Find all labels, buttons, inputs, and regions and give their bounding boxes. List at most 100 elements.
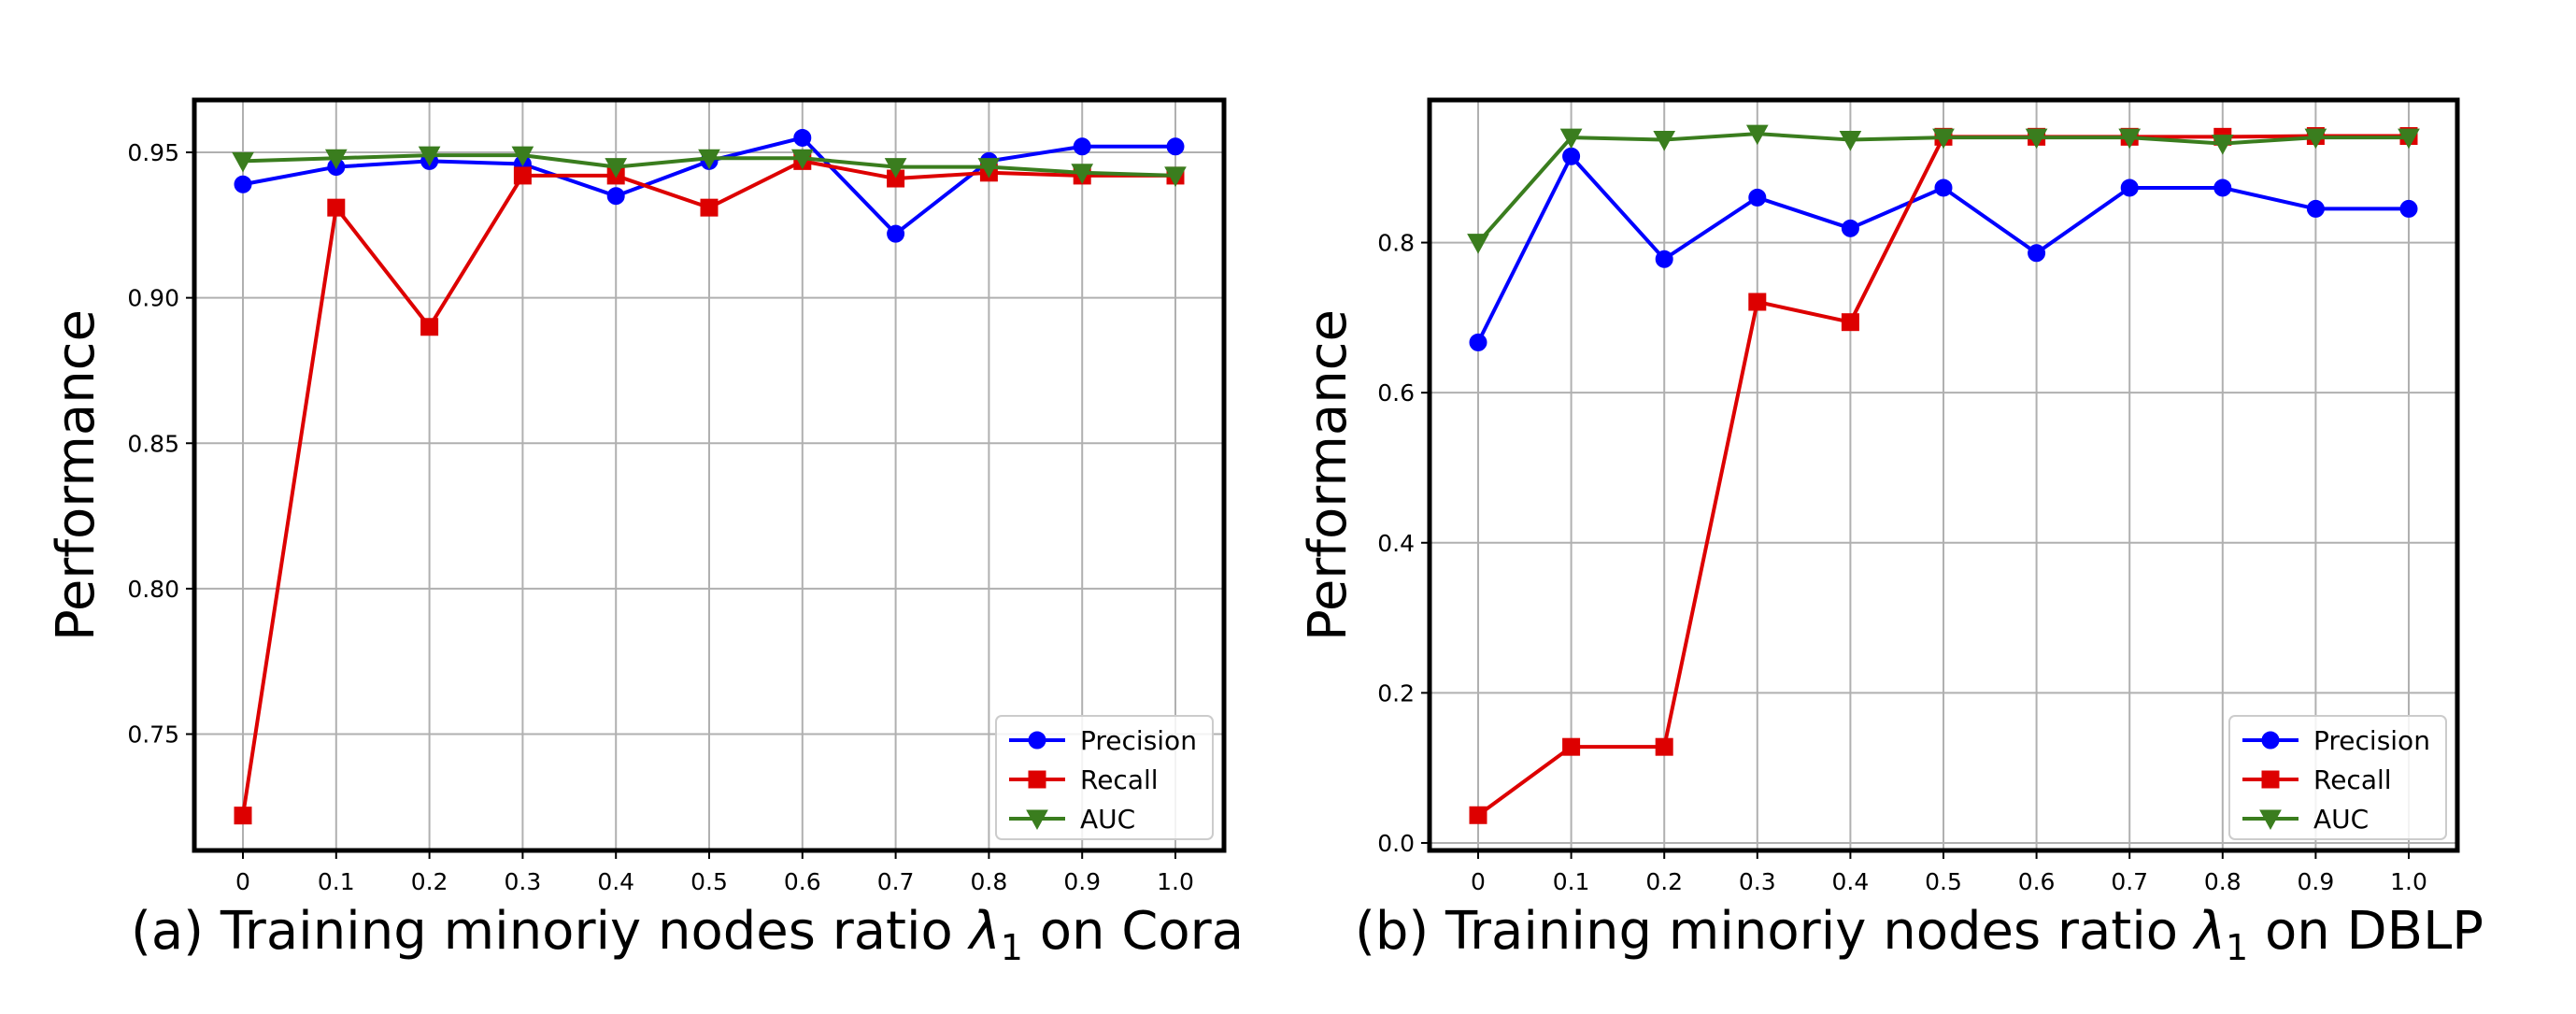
auc-point-b [1653, 131, 1676, 151]
x-tick-label-b: 0 [1471, 868, 1486, 895]
plot-frame-a [192, 97, 1227, 853]
auc-point-b [1467, 234, 1489, 254]
recall-point-b [1562, 737, 1581, 756]
y-tick-label-a: 0.95 [127, 139, 179, 166]
x-tick-label-a: 0.4 [597, 868, 634, 895]
y-tick-label-b: 0.8 [1377, 230, 1415, 257]
recall-point-b [1655, 737, 1673, 756]
x-tick-label-a: 0.2 [411, 868, 448, 895]
caption-a: (a) Training minoriy nodes ratio λ1 on C… [131, 901, 1244, 968]
x-tick-label-b: 0.2 [1645, 868, 1683, 895]
y-axis-label-a: Performance [46, 309, 107, 641]
legend-recall-label-b: Recall [2313, 764, 2392, 795]
auc-point-a [324, 149, 348, 170]
auc-point-b [2025, 128, 2048, 150]
precision-point-b [2028, 244, 2046, 263]
recall-point-a [327, 198, 346, 217]
precision-point-b [2213, 179, 2232, 197]
precision-point-a [1166, 137, 1185, 156]
plot-frame-b [1427, 97, 2460, 853]
legend-precision-label-a: Precision [1080, 725, 1197, 756]
auc-point-a [977, 158, 1001, 179]
x-tick-label-b: 1.0 [2390, 868, 2427, 895]
x-tick-label-a: 0 [235, 868, 250, 895]
legend-auc-marker-b [2259, 809, 2282, 831]
x-tick-label-a: 0.7 [877, 868, 915, 895]
recall-point-b [1748, 293, 1767, 311]
legend-box-a [995, 715, 1214, 840]
caption-b-prefix: (b) Training minoriy nodes ratio [1355, 901, 2195, 962]
precision-point-b [2399, 199, 2418, 218]
auc-point-b [2398, 128, 2420, 150]
auc-point-a [418, 146, 441, 167]
precision-point-a [606, 187, 625, 206]
auc-point-a [232, 151, 254, 173]
x-tick-label-a: 0.9 [1063, 868, 1101, 895]
precision-point-b [2120, 179, 2139, 197]
legend-box-b [2228, 715, 2447, 840]
x-tick-label-b: 0.3 [1739, 868, 1776, 895]
x-tick-label-b: 0.5 [1925, 868, 1962, 895]
precision-point-a [1073, 137, 1091, 156]
auc-point-b [2211, 135, 2234, 155]
legend-recall-label-a: Recall [1080, 764, 1159, 795]
auc-point-b [1745, 124, 1769, 146]
precision-point-a [887, 224, 905, 243]
legend-recall-marker-b [2261, 770, 2280, 789]
y-axis-label-b: Performance [1298, 309, 1359, 641]
chart-panel-a: 0 0.1 0.2 0.3 0.4 0.5 0.6 0.7 0.8 0.9 1.0 0.75 0.80 0… [46, 97, 1244, 968]
x-tick-label-a: 0.1 [318, 868, 355, 895]
recall-point-b [1841, 313, 1859, 332]
x-tick-label-b: 0.1 [1553, 868, 1590, 895]
y-tick-label-b: 0.6 [1377, 379, 1415, 407]
caption-b-symbol: λ [2192, 901, 2226, 962]
caption-b: (b) Training minoriy nodes ratio λ1 on D… [1355, 901, 2483, 968]
caption-a-suffix: on Cora [1023, 901, 1244, 962]
y-tick-label-a: 0.75 [127, 721, 179, 749]
x-tick-label-a: 0.8 [971, 868, 1008, 895]
legend-recall-marker-a [1028, 770, 1046, 789]
auc-point-a [1071, 164, 1094, 184]
auc-point-a [884, 158, 907, 179]
precision-point-a [234, 175, 252, 193]
grid-b [1430, 100, 2457, 850]
precision-point-b [1562, 147, 1581, 165]
legend-precision-label-b: Precision [2313, 725, 2430, 756]
precision-point-b [1469, 333, 1487, 351]
auc-point-b [1839, 131, 1862, 151]
tick-layer-b: 0 0.1 0.2 0.3 0.4 0.5 0.6 0.7 0.8 0.9 1.0 0.0 0.2 0.4… [1377, 230, 2427, 895]
caption-a-subscript: 1 [1001, 927, 1023, 968]
x-tick-label-b: 0.9 [2298, 868, 2335, 895]
caption-b-suffix: on DBLP [2248, 901, 2483, 962]
x-tick-label-b: 0.8 [2204, 868, 2242, 895]
recall-point-a [513, 166, 532, 185]
recall-point-a [420, 318, 439, 336]
x-tick-label-b: 0.4 [1832, 868, 1870, 895]
auc-point-a [698, 149, 720, 170]
auc-point-a [511, 146, 534, 167]
caption-a-symbol: λ [967, 901, 1001, 962]
auc-point-b [1932, 128, 1955, 150]
precision-point-a [793, 128, 812, 147]
recall-point-a [700, 198, 719, 217]
series-layer-b [1467, 124, 2420, 824]
precision-point-b [2306, 199, 2325, 218]
precision-point-b [1655, 250, 1673, 268]
x-tick-label-a: 0.5 [690, 868, 728, 895]
tick-layer-a: 0 0.1 0.2 0.3 0.4 0.5 0.6 0.7 0.8 0.9 1.0 0.75 0.80 0… [127, 139, 1194, 895]
precision-point-b [1841, 219, 1859, 237]
y-tick-label-b: 0.0 [1377, 830, 1415, 857]
legend-b: Precision Recall AUC [2228, 715, 2447, 840]
auc-point-a [605, 158, 628, 179]
caption-a-prefix: (a) Training minoriy nodes ratio [131, 901, 970, 962]
y-tick-label-a: 0.85 [127, 430, 179, 457]
legend-precision-marker-a [1028, 731, 1046, 750]
auc-point-b [2304, 128, 2327, 150]
y-tick-label-a: 0.90 [127, 285, 179, 312]
auc-point-b [1559, 128, 1583, 150]
x-tick-label-a: 0.3 [505, 868, 542, 895]
legend-auc-marker-a [1026, 809, 1048, 831]
y-tick-label-a: 0.80 [127, 576, 179, 603]
legend-precision-marker-b [2261, 731, 2280, 750]
